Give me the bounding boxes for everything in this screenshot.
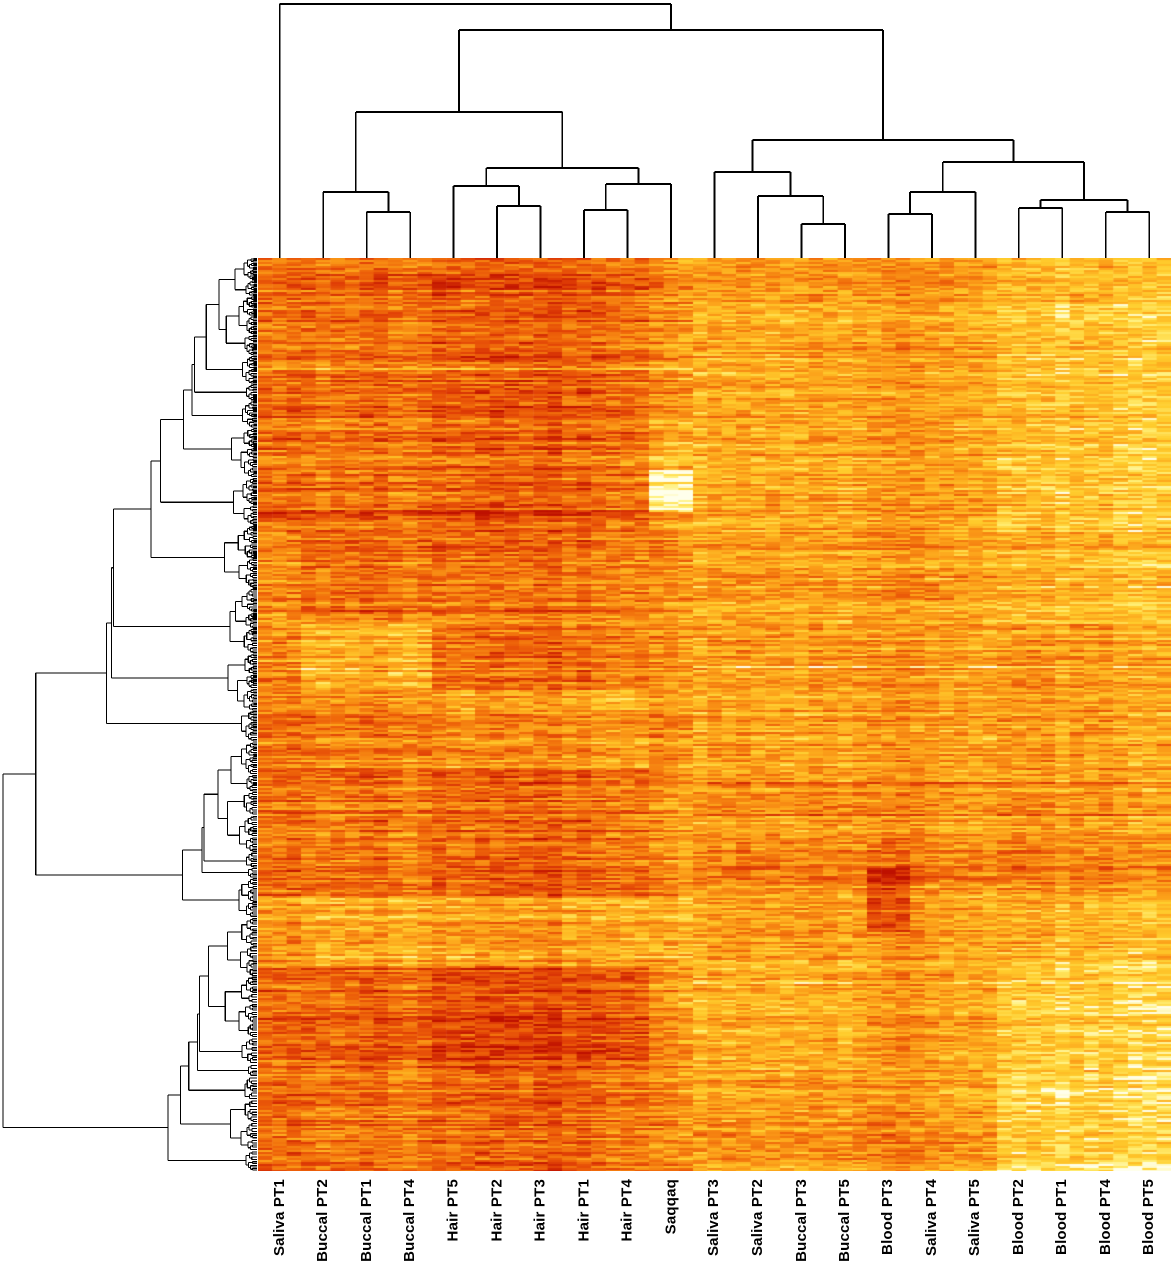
column-label: Buccal PT1	[357, 1179, 375, 1262]
column-label: Saliva PT1	[270, 1179, 288, 1257]
column-label: Buccal PT5	[835, 1179, 853, 1262]
column-label: Saliva PT3	[705, 1179, 723, 1257]
column-label: Buccal PT2	[314, 1179, 332, 1262]
column-label: Buccal PT3	[792, 1179, 810, 1262]
column-label: Hair PT5	[444, 1179, 462, 1242]
column-label: Saliva PT5	[966, 1179, 984, 1257]
column-label: Hair PT2	[488, 1179, 506, 1242]
column-label: Blood PT3	[879, 1179, 897, 1255]
column-label: Blood PT5	[1140, 1179, 1158, 1255]
column-label: Blood PT2	[1009, 1179, 1027, 1255]
column-label: Hair PT1	[575, 1179, 593, 1242]
column-label: Hair PT3	[531, 1179, 549, 1242]
column-label: Hair PT4	[618, 1179, 636, 1242]
column-label: Saliva PT2	[748, 1179, 766, 1257]
column-label: Buccal PT4	[401, 1179, 419, 1262]
column-label: Saqqaq	[662, 1179, 680, 1235]
column-label: Saliva PT4	[922, 1179, 940, 1257]
column-label: Blood PT1	[1053, 1179, 1071, 1255]
heatmap-canvas	[258, 258, 1171, 1171]
column-label: Blood PT4	[1096, 1179, 1114, 1255]
